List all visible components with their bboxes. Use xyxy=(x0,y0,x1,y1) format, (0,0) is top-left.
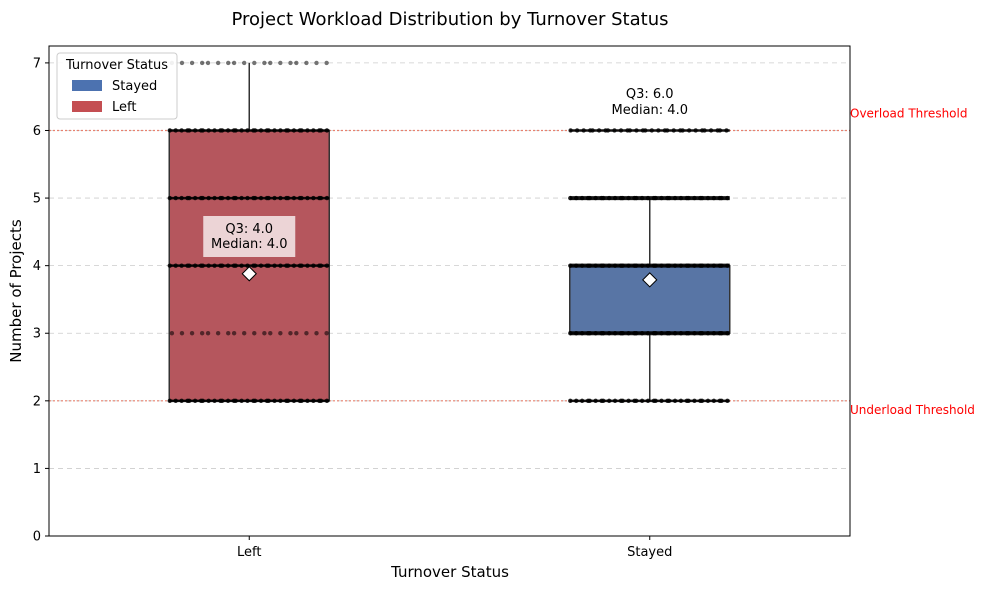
annotation-median: Median: 4.0 xyxy=(211,237,287,252)
box-stayed xyxy=(569,198,731,401)
data-point xyxy=(314,60,319,66)
data-point xyxy=(242,60,247,66)
annotation-median: Median: 4.0 xyxy=(612,103,688,118)
data-point xyxy=(324,331,329,336)
data-point xyxy=(288,331,293,336)
data-point xyxy=(252,331,257,336)
threshold-label: Underload Threshold xyxy=(850,403,975,417)
y-tick-label: 1 xyxy=(33,462,41,477)
legend-swatch xyxy=(72,80,102,91)
data-point xyxy=(294,331,299,336)
data-point xyxy=(205,60,211,66)
x-tick-label: Stayed xyxy=(627,545,672,560)
data-point xyxy=(262,60,267,66)
data-point xyxy=(189,60,195,66)
data-point xyxy=(205,331,211,336)
data-point xyxy=(242,331,247,336)
data-point xyxy=(226,331,231,336)
chart-title: Project Workload Distribution by Turnove… xyxy=(232,9,669,30)
point-row xyxy=(568,331,730,336)
data-point xyxy=(304,331,309,336)
y-tick-label: 6 xyxy=(33,124,41,139)
data-point xyxy=(231,331,237,336)
data-point xyxy=(324,60,329,66)
point-row xyxy=(167,128,330,133)
annotation-background xyxy=(203,216,296,257)
y-tick-label: 3 xyxy=(33,327,41,342)
mean-marker xyxy=(241,266,257,282)
data-point xyxy=(199,331,205,336)
data-point xyxy=(179,331,185,336)
data-point xyxy=(278,60,283,66)
point-row xyxy=(568,398,730,404)
legend-label: Stayed xyxy=(112,79,157,94)
legend-swatch xyxy=(72,101,102,112)
threshold-label: Overload Threshold xyxy=(850,106,967,120)
point-row xyxy=(167,398,330,404)
point-row xyxy=(169,331,329,336)
data-point xyxy=(252,60,257,66)
point-row xyxy=(167,263,330,268)
y-tick-label: 2 xyxy=(33,394,41,409)
point-row xyxy=(568,128,730,133)
x-axis-title: Turnover Status xyxy=(390,563,509,581)
y-axis-title: Number of Projects xyxy=(7,219,25,363)
plot-frame xyxy=(48,45,851,537)
y-tick-label: 7 xyxy=(33,56,41,71)
data-point xyxy=(179,60,185,66)
data-point xyxy=(215,331,221,336)
data-point xyxy=(314,331,319,336)
data-point xyxy=(304,60,309,66)
point-row xyxy=(568,263,730,268)
point-row xyxy=(568,195,730,201)
point-row xyxy=(169,60,329,66)
data-point xyxy=(199,60,205,66)
y-tick-label: 0 xyxy=(33,530,41,545)
legend-label: Left xyxy=(112,100,136,115)
data-point xyxy=(268,60,273,66)
data-point xyxy=(189,331,195,336)
data-point xyxy=(278,331,283,336)
data-point xyxy=(262,331,267,336)
data-point xyxy=(294,60,299,66)
data-point xyxy=(226,60,231,66)
x-tick-label: Left xyxy=(237,545,261,560)
mean-marker xyxy=(642,272,658,288)
data-point xyxy=(169,331,175,336)
y-tick-label: 5 xyxy=(33,192,41,207)
data-point xyxy=(268,331,273,336)
annotation-q3: Q3: 6.0 xyxy=(626,87,674,102)
point-row xyxy=(167,195,330,201)
data-point xyxy=(288,60,293,66)
y-tick-label: 4 xyxy=(33,259,41,274)
data-point xyxy=(215,60,221,66)
legend-title: Turnover Status xyxy=(65,58,168,73)
data-point xyxy=(231,60,237,66)
annotation-q3: Q3: 4.0 xyxy=(225,222,273,237)
